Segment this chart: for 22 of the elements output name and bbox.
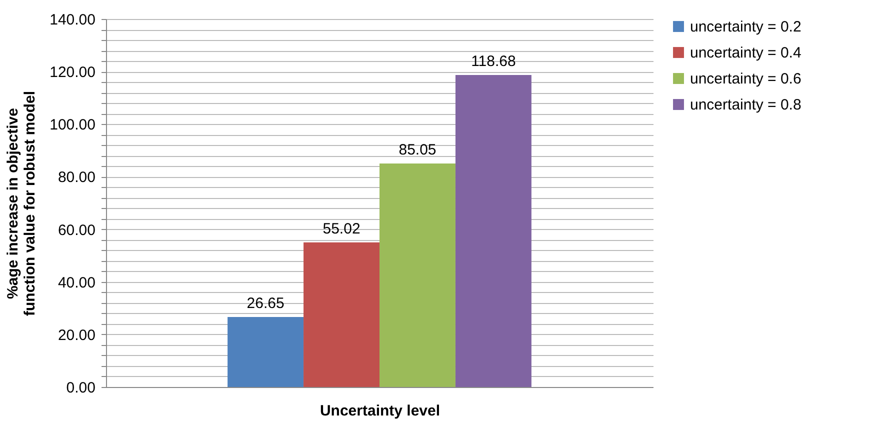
y-tick-label: 20.00 (58, 326, 96, 344)
data-label: 55.02 (322, 220, 360, 238)
y-axis-title: %age increase in objective function value for robust model (4, 90, 39, 316)
y-tick-label: 140.00 (50, 12, 96, 28)
y-tick-label: 0.00 (66, 380, 96, 396)
legend-label: uncertainty = 0.4 (690, 44, 802, 62)
data-label: 118.68 (471, 53, 516, 70)
legend-label: uncertainty = 0.6 (690, 70, 802, 88)
y-tick-label: 100.00 (50, 116, 96, 134)
x-axis-title: Uncertainty level (320, 402, 440, 420)
y-tick-label: 40.00 (58, 274, 96, 292)
bar (228, 316, 304, 387)
y-tick-label: 60.00 (58, 222, 96, 239)
data-label: 85.05 (398, 141, 436, 158)
legend-label: uncertainty = 0.2 (690, 18, 802, 36)
y-tick-label: 80.00 (58, 169, 96, 186)
data-label: 26.65 (246, 294, 284, 312)
bar (380, 163, 456, 387)
bar (304, 242, 380, 387)
bar (455, 75, 532, 387)
legend-label: uncertainty = 0.8 (690, 96, 802, 114)
y-tick-label: 120.00 (50, 64, 96, 82)
